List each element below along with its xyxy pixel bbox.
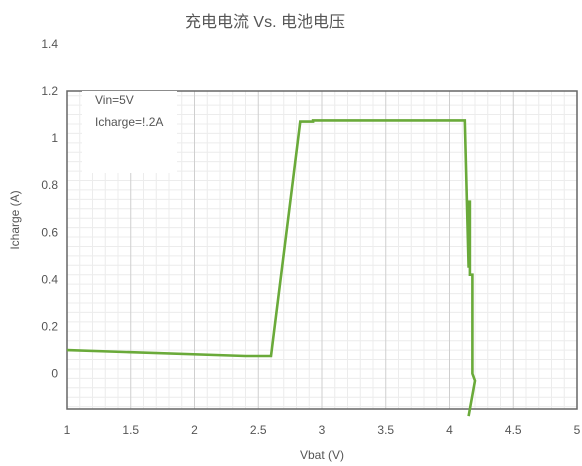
annotation-box: Vin=5V Icharge=!.2A <box>82 91 177 173</box>
plot-area <box>66 90 578 410</box>
chart-title: 充电电流 Vs. 电池电压 <box>185 13 345 31</box>
y-tick-label: 0.8 <box>41 178 58 192</box>
x-tick-label: 4 <box>446 423 453 437</box>
y-tick-label: 0 <box>51 367 58 381</box>
x-tick-label: 3.5 <box>377 423 394 437</box>
y-tick-label: 0.6 <box>41 225 58 239</box>
x-axis-label: Vbat (V) <box>300 448 344 462</box>
series-line-0 <box>66 119 477 417</box>
x-tick-label: 3 <box>319 423 326 437</box>
x-tick-label: 4.5 <box>505 423 522 437</box>
annotation-icharge: Icharge=!.2A <box>95 115 163 129</box>
y-tick-label: 1.2 <box>41 84 58 98</box>
y-tick-labels: 1.4 1.2 1 0.8 0.6 0.4 0.2 0 <box>41 37 58 381</box>
series-group <box>66 119 477 417</box>
x-tick-label: 5 <box>574 423 581 437</box>
annotation-vin: Vin=5V <box>95 93 134 107</box>
y-axis-label: Icharge (A) <box>8 190 22 249</box>
x-tick-label: 1 <box>64 423 71 437</box>
x-tick-labels: 1 1.5 2 2.5 3 3.5 4 4.5 5 <box>64 423 581 437</box>
x-tick-label: 1.5 <box>122 423 139 437</box>
y-tick-label: 0.4 <box>41 272 58 286</box>
x-tick-label: 2 <box>191 423 198 437</box>
x-tick-label: 2.5 <box>250 423 267 437</box>
y-tick-label: 0.2 <box>41 320 58 334</box>
y-tick-label: 1.4 <box>41 37 58 51</box>
y-tick-label: 1 <box>51 131 58 145</box>
